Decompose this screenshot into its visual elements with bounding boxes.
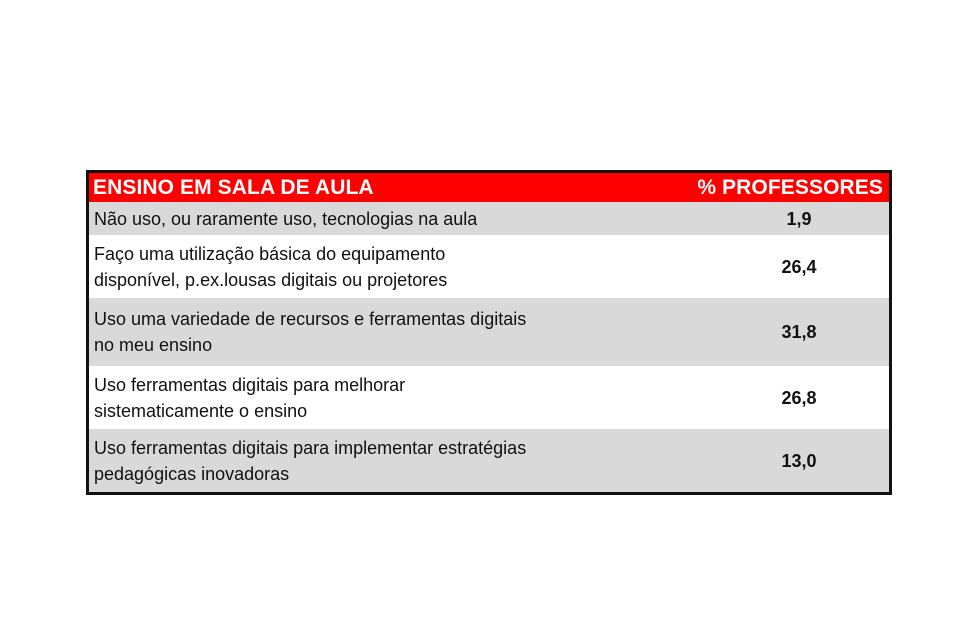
header-category-label: ENSINO EM SALA DE AULA — [93, 175, 374, 199]
row-label: Uso ferramentas digitais para implementa… — [94, 437, 527, 484]
row-label: Uso uma variedade de recursos e ferramen… — [94, 309, 527, 355]
row-value: 13,0 — [781, 450, 817, 471]
row-label: Uso ferramentas digitais para melhorar s… — [94, 374, 406, 421]
row-value: 31,8 — [781, 322, 817, 342]
table-header-row: ENSINO EM SALA DE AULA % PROFESSORES — [89, 173, 889, 202]
table-row: Faço uma utilização básica do equipament… — [89, 235, 889, 298]
row-label: Faço uma utilização básica do equipament… — [94, 243, 448, 290]
table-row: Uso ferramentas digitais para melhorar s… — [89, 366, 889, 429]
row-value: 1,9 — [786, 208, 812, 229]
table-row: Não uso, ou raramente uso, tecnologias n… — [89, 202, 889, 235]
row-label: Não uso, ou raramente uso, tecnologias n… — [94, 208, 478, 229]
table-row: Uso uma variedade de recursos e ferramen… — [89, 298, 889, 366]
row-value: 26,4 — [781, 256, 817, 277]
table-row: Uso ferramentas digitais para implementa… — [89, 429, 889, 492]
row-value: 26,8 — [781, 387, 817, 408]
teaching-technology-table: ENSINO EM SALA DE AULA % PROFESSORES Não… — [86, 170, 892, 495]
header-percent-label: % PROFESSORES — [697, 175, 883, 199]
